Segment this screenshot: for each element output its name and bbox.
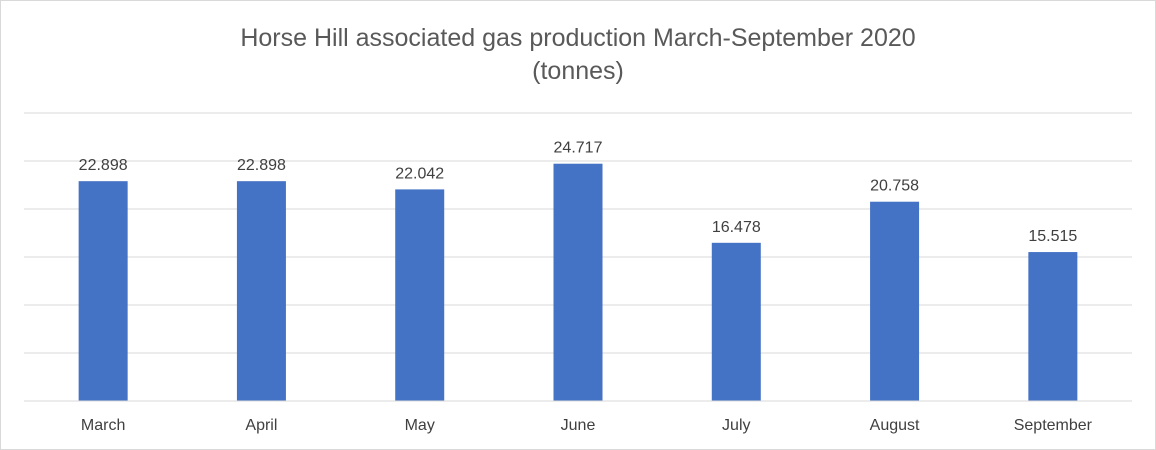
chart-title: Horse Hill associated gas production Mar…	[0, 22, 1156, 88]
bar-april	[236, 181, 286, 401]
x-tick-label-september: September	[1014, 417, 1093, 434]
bars	[78, 163, 1078, 401]
bar-march	[78, 181, 128, 401]
data-label-september: 15.515	[1028, 228, 1077, 245]
x-tick-label-may: May	[405, 417, 435, 434]
chart-title-line1: Horse Hill associated gas production Mar…	[240, 24, 916, 52]
data-labels: 22.898 22.898 22.042 24.717 16.478 20.758 15.5…	[79, 140, 1078, 245]
bar-june	[553, 163, 603, 401]
x-tick-label-april: April	[245, 417, 277, 434]
data-label-april: 22.898	[237, 157, 286, 174]
bar-july	[711, 242, 761, 401]
data-label-july: 16.478	[712, 219, 761, 236]
data-label-june: 24.717	[554, 140, 603, 157]
bar-may	[395, 189, 445, 401]
x-tick-label-march: March	[81, 417, 125, 434]
x-axis: March April May June July August September	[24, 400, 1132, 434]
bar-september	[1028, 252, 1078, 401]
x-tick-label-august: August	[870, 417, 920, 434]
chart-title-line2: (tonnes)	[532, 57, 624, 85]
data-label-may: 22.042	[395, 165, 444, 182]
x-tick-label-july: July	[722, 417, 750, 434]
data-label-august: 20.758	[870, 178, 919, 195]
x-tick-label-june: June	[561, 417, 596, 434]
bar-august	[870, 201, 920, 401]
data-label-march: 22.898	[79, 157, 128, 174]
